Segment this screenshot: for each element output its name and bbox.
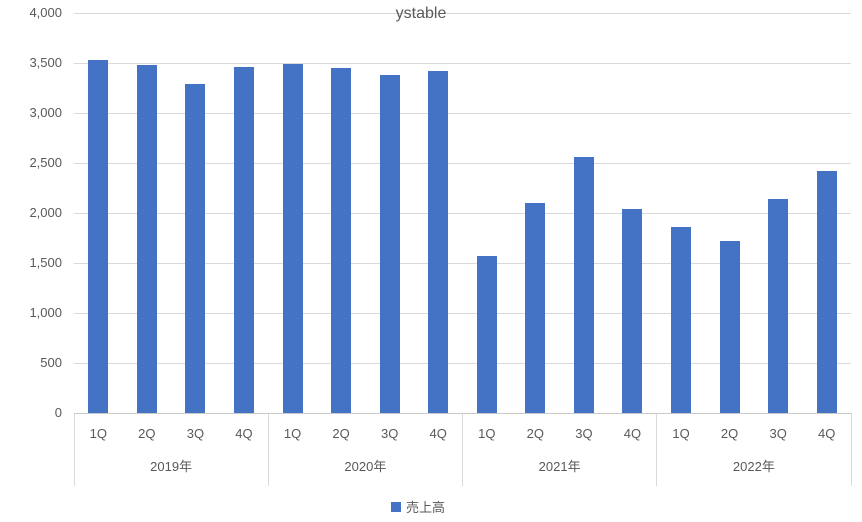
x-axis-quarter-label: 1Q <box>89 426 107 441</box>
bar <box>525 203 546 413</box>
x-axis-quarter-label: 4Q <box>429 426 447 441</box>
bar <box>282 64 303 413</box>
legend: 売上高 <box>390 497 446 516</box>
x-axis-quarter-label: 1Q <box>478 426 496 441</box>
bar <box>331 68 352 413</box>
x-axis-quarter-label: 3Q <box>186 426 205 441</box>
gridline <box>74 13 851 14</box>
gridline <box>74 313 851 314</box>
bar <box>671 227 692 413</box>
y-axis-tick-label: 3,500 <box>29 55 62 70</box>
bar <box>476 256 497 413</box>
bar <box>816 171 837 413</box>
legend-label: 売上高 <box>405 500 446 515</box>
x-axis-year-label: 2019年 <box>150 459 193 474</box>
bar <box>185 84 206 413</box>
gridline <box>74 363 851 364</box>
y-axis-tick-label: 1,500 <box>29 255 62 270</box>
x-axis-quarter-label: 2Q <box>720 426 739 441</box>
x-axis-quarter-label: 3Q <box>575 426 593 441</box>
x-axis-quarter-label: 4Q <box>623 426 642 441</box>
bar <box>428 71 449 413</box>
gridline <box>74 213 851 214</box>
x-axis-quarter-label: 2Q <box>138 426 156 441</box>
x-axis-quarter-label: 4Q <box>235 426 253 441</box>
x-axis-year-label: 2020年 <box>344 459 387 474</box>
bar <box>768 199 789 413</box>
bar <box>573 157 594 413</box>
y-axis-tick-label: 0 <box>54 405 62 420</box>
gridline <box>74 163 851 164</box>
gridline <box>74 63 851 64</box>
x-axis-quarter-label: 3Q <box>769 426 787 441</box>
bar <box>719 241 740 413</box>
x-axis-quarter-label: 1Q <box>283 426 302 441</box>
bar <box>622 209 643 413</box>
x-axis-group-separator <box>850 413 852 486</box>
x-axis-group-separator <box>462 413 463 486</box>
x-axis-quarter-label: 2Q <box>526 426 545 441</box>
x-axis-year-label: 2022年 <box>732 459 775 474</box>
x-axis-quarter-label: 3Q <box>380 426 399 441</box>
bar <box>88 60 109 413</box>
x-axis-line <box>74 413 851 414</box>
x-axis-quarter-label: 4Q <box>818 426 836 441</box>
y-axis-tick-label: 500 <box>40 355 62 370</box>
x-axis-quarter-label: 1Q <box>672 426 690 441</box>
bar <box>233 67 254 413</box>
x-axis-group-separator <box>656 413 658 486</box>
bar <box>379 75 400 413</box>
x-axis-year-label: 2021年 <box>538 459 581 474</box>
gridline <box>74 263 851 264</box>
bar <box>136 65 157 413</box>
gridline <box>74 113 851 114</box>
x-axis-quarter-label: 2Q <box>332 426 350 441</box>
x-axis-group-separator <box>267 413 269 486</box>
chart-title: ystable <box>395 5 447 22</box>
x-axis-group-separator <box>73 413 75 486</box>
y-axis-tick-label: 3,000 <box>29 105 62 120</box>
y-axis-tick-label: 2,500 <box>29 155 62 170</box>
y-axis-tick-label: 2,000 <box>29 205 62 220</box>
y-axis-tick-label: 4,000 <box>29 5 62 20</box>
y-axis-tick-label: 1,000 <box>29 305 62 320</box>
legend-swatch-icon <box>390 501 401 512</box>
